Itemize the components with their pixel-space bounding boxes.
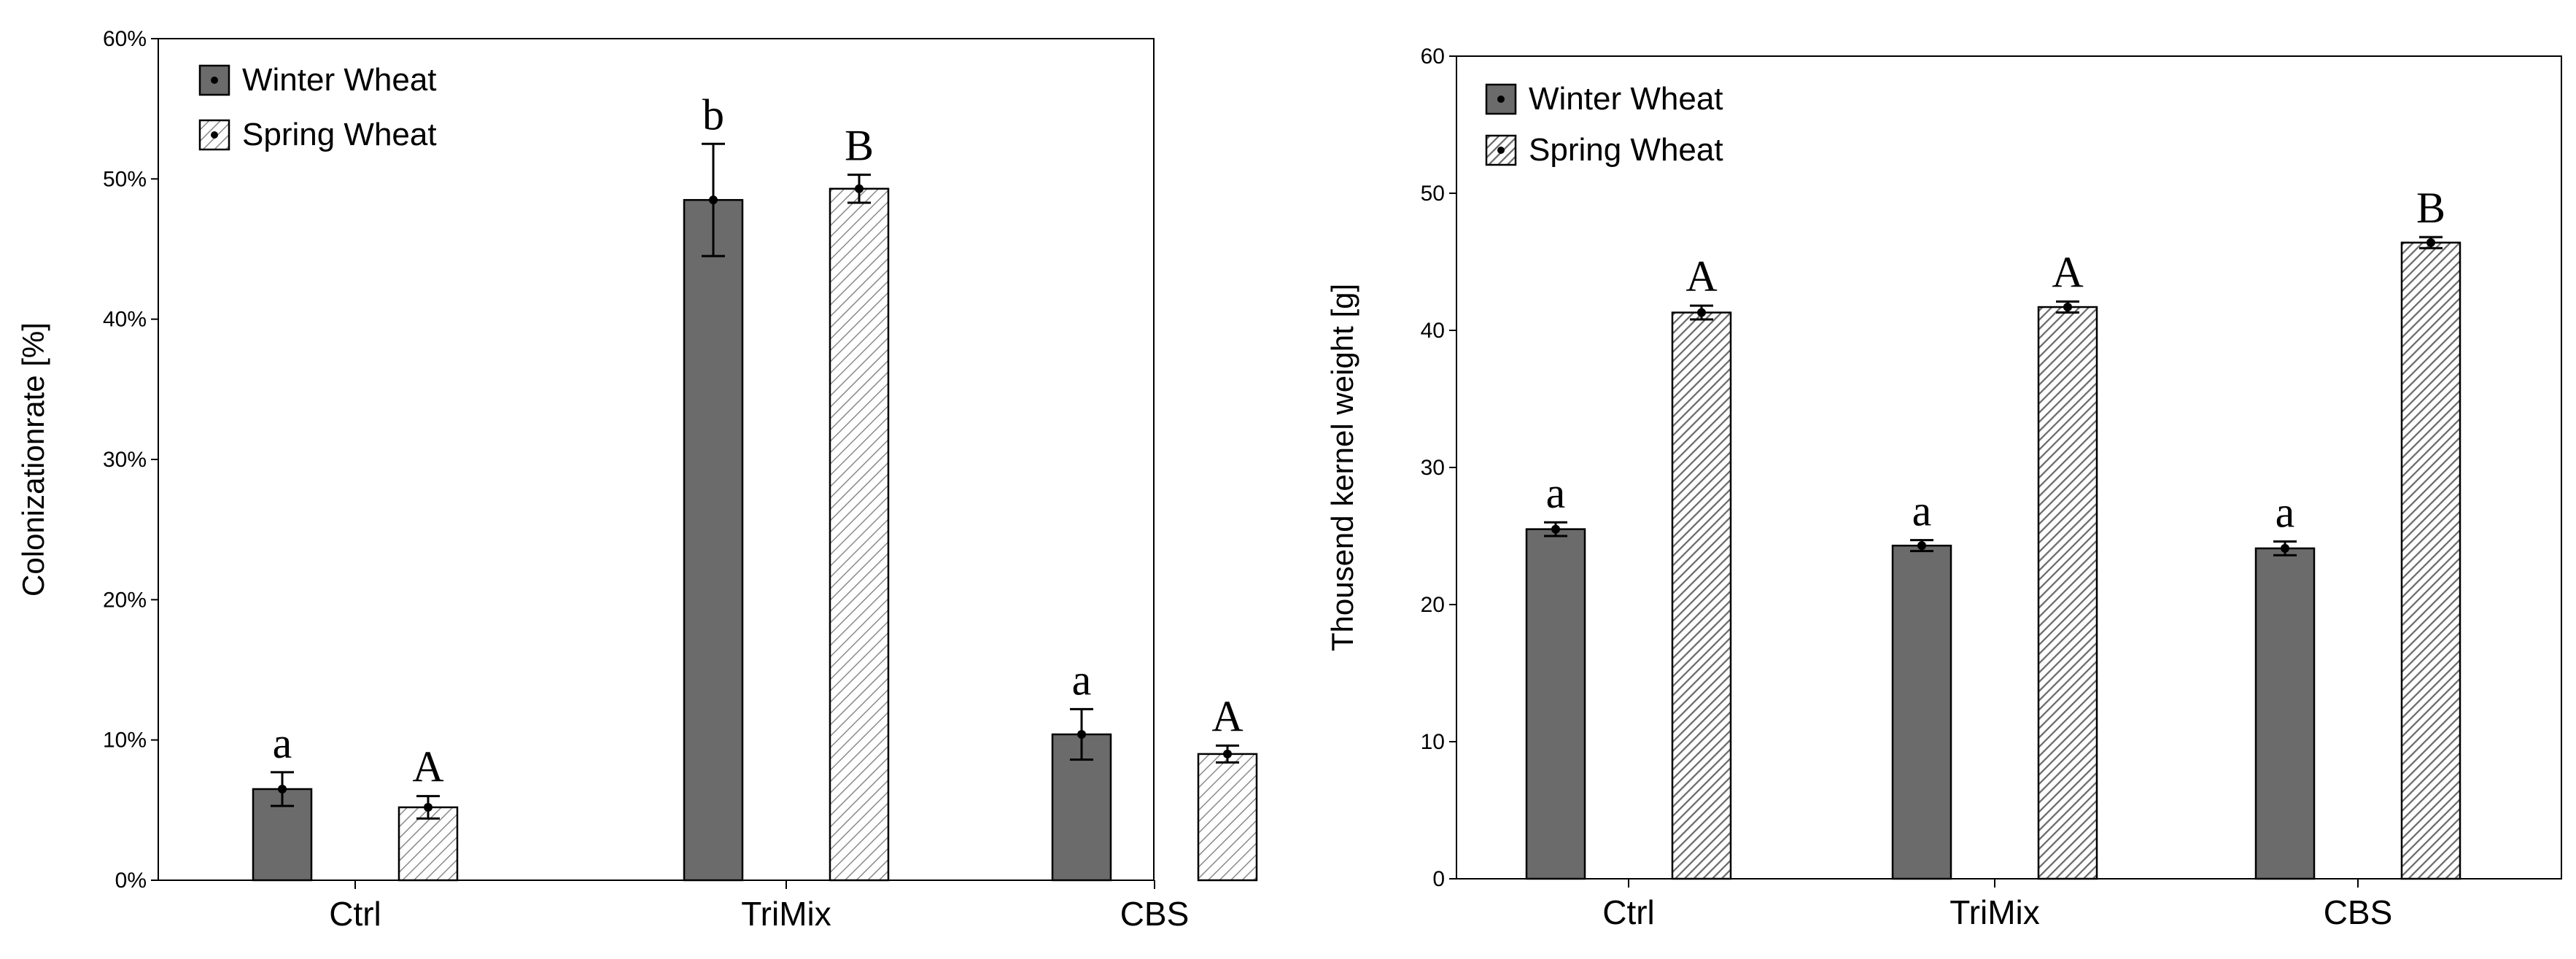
significance-letter: B [845, 122, 874, 170]
legend-marker [1497, 96, 1505, 103]
y-axis-title: Colonizationrate [%] [16, 322, 50, 597]
bar [2254, 547, 2316, 880]
significance-letter: a [1546, 469, 1566, 517]
chart-1: 0% 10% 20% 30% 40% 50% 60% Ctrl TriMix CBS Coloniz… [16, 27, 1258, 933]
significance-letter: A [1685, 252, 1717, 300]
plot-frame [1456, 55, 2562, 880]
y-tick-label: 20% [103, 588, 147, 612]
legend: Winter Wheat Spring Wheat [1485, 81, 1723, 168]
y-tick-label: 0% [115, 869, 147, 893]
significance-letter: a [273, 719, 292, 767]
significance-letter: a [1912, 487, 1932, 535]
mean-point [1077, 729, 1086, 739]
mean-point [855, 184, 864, 193]
y-tick-label: 40 [1421, 319, 1445, 343]
y-tick-label: 30% [103, 448, 147, 472]
mean-point [2063, 303, 2072, 312]
x-tick-label: Ctrl [1602, 893, 1655, 931]
significance-letter: b [702, 90, 724, 139]
legend-swatch [198, 64, 230, 96]
legend-label: Spring Wheat [1529, 132, 1723, 168]
significance-letter: a [2276, 489, 2295, 537]
y-tick-label: 20 [1421, 593, 1445, 617]
y-tick-label: 10 [1421, 730, 1445, 754]
y-tick-label: 40% [103, 308, 147, 332]
bar [1671, 311, 1732, 880]
mean-point [2426, 238, 2435, 247]
x-tick-label: TriMix [1950, 893, 2039, 931]
y-tick-label: 30 [1421, 456, 1445, 480]
significance-letter: a [1072, 656, 1092, 704]
y-tick-label: 60 [1421, 44, 1445, 69]
legend-marker [1497, 147, 1505, 154]
mean-point [1917, 541, 1926, 551]
charts-root: 0% 10% 20% 30% 40% 50% 60% Ctrl TriMix CBS Coloniz… [16, 27, 2562, 933]
x-tick-label: Ctrl [329, 895, 381, 933]
significance-letter: A [412, 743, 443, 791]
significance-letter: A [2052, 249, 2083, 297]
bar [1891, 544, 1952, 880]
x-tick-label: TriMix [741, 895, 831, 933]
mean-point [709, 195, 718, 205]
y-axis-title: Thousend kernel weight [g] [1325, 284, 1359, 651]
legend-marker [211, 131, 218, 139]
bar [683, 198, 744, 882]
chart-2: 0 10 20 30 40 50 60 Ctrl TriMix CBS Thousend kerne… [1325, 44, 2562, 931]
mean-point [1551, 524, 1560, 534]
y-tick-label: 60% [103, 27, 147, 51]
mean-point [278, 784, 287, 793]
mean-point [1223, 749, 1232, 758]
bar [1197, 753, 1258, 882]
mean-point [424, 802, 432, 812]
significance-letter: A [1211, 692, 1243, 740]
bar [2400, 241, 2461, 880]
legend: Winter Wheat Spring Wheat [198, 62, 437, 152]
significance-letter: B [2416, 184, 2445, 232]
bar [1525, 528, 1586, 880]
mean-point [1697, 308, 1706, 317]
legend-label: Spring Wheat [242, 117, 437, 152]
bar [829, 187, 890, 882]
bar [2037, 306, 2098, 880]
legend-marker [211, 77, 218, 84]
legend-label: Winter Wheat [1529, 81, 1723, 117]
y-tick-label: 10% [103, 729, 147, 753]
y-tick-label: 50 [1421, 182, 1445, 206]
legend-label: Winter Wheat [242, 62, 437, 98]
plot-frame [158, 38, 1155, 881]
x-tick-label: CBS [1120, 895, 1190, 933]
y-tick-label: 0 [1432, 867, 1445, 891]
y-tick-label: 50% [103, 167, 147, 191]
x-tick-label: CBS [2324, 893, 2393, 931]
mean-point [2281, 543, 2289, 553]
